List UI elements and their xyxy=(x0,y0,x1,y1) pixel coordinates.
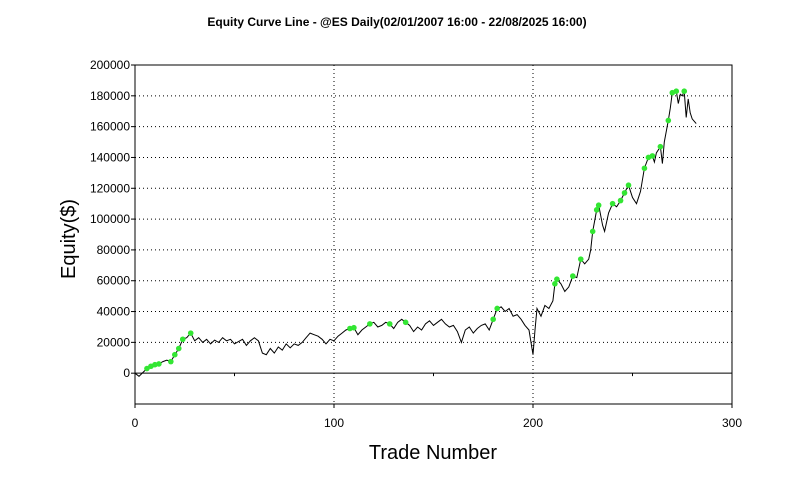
zero-baseline xyxy=(135,372,732,377)
equity-high-marker xyxy=(617,197,624,204)
equity-peak-markers xyxy=(144,88,688,372)
grid-lines xyxy=(135,65,732,404)
y-tick-label: 160000 xyxy=(90,120,130,134)
equity-high-marker xyxy=(175,345,182,352)
equity-high-marker xyxy=(386,321,393,327)
equity-high-marker xyxy=(156,361,162,367)
y-tick-label: 120000 xyxy=(90,181,130,195)
equity-high-marker xyxy=(609,200,616,207)
equity-high-marker xyxy=(673,88,680,94)
equity-high-marker xyxy=(168,358,174,365)
equity-high-marker xyxy=(179,336,186,343)
equity-high-marker xyxy=(641,165,648,172)
equity-high-marker xyxy=(595,202,602,209)
y-tick-label: 140000 xyxy=(90,150,130,164)
equity-high-marker xyxy=(625,182,632,188)
equity-series xyxy=(134,90,697,377)
x-axis-label: Trade Number xyxy=(369,442,498,464)
chart-title: Equity Curve Line - @ES Daily(02/01/2007… xyxy=(207,15,586,29)
equity-high-marker xyxy=(402,319,409,326)
equity-high-marker xyxy=(593,207,600,213)
plot-frame xyxy=(134,64,733,405)
y-tick-label: 80000 xyxy=(97,243,131,257)
equity-high-marker xyxy=(554,276,560,282)
equity-high-marker xyxy=(570,273,576,279)
equity-high-marker xyxy=(367,321,373,327)
equity-high-marker xyxy=(657,143,664,150)
equity-high-marker xyxy=(172,351,178,358)
y-tick-label: 40000 xyxy=(97,305,131,319)
x-tick-label: 100 xyxy=(324,416,344,430)
equity-high-marker xyxy=(577,256,584,262)
equity-high-marker xyxy=(589,228,596,235)
equity-high-marker xyxy=(490,316,497,323)
equity-high-marker xyxy=(621,190,628,196)
equity-high-marker xyxy=(665,117,672,124)
y-tick-label: 0 xyxy=(123,366,130,380)
y-tick-label: 100000 xyxy=(90,212,130,226)
y-tick-label: 20000 xyxy=(97,335,131,349)
y-tick-label: 180000 xyxy=(90,89,130,103)
x-tick-label: 200 xyxy=(523,416,543,430)
equity-high-marker xyxy=(494,305,500,312)
equity-high-marker xyxy=(649,153,656,159)
y-tick-label: 60000 xyxy=(97,274,131,288)
y-tick-label: 200000 xyxy=(90,58,130,72)
equity-high-marker xyxy=(351,324,357,331)
axis-ticks: 0 20000 40000 60000 80000 100000 120000 140000 1… xyxy=(90,58,742,430)
y-axis-label: Equity($) xyxy=(58,199,80,279)
equity-high-marker xyxy=(681,88,688,94)
equity-high-marker xyxy=(552,281,558,287)
equity-line xyxy=(134,90,697,377)
x-tick-label: 0 xyxy=(132,416,139,430)
x-tick-label: 300 xyxy=(722,416,742,430)
equity-high-marker xyxy=(187,330,194,336)
